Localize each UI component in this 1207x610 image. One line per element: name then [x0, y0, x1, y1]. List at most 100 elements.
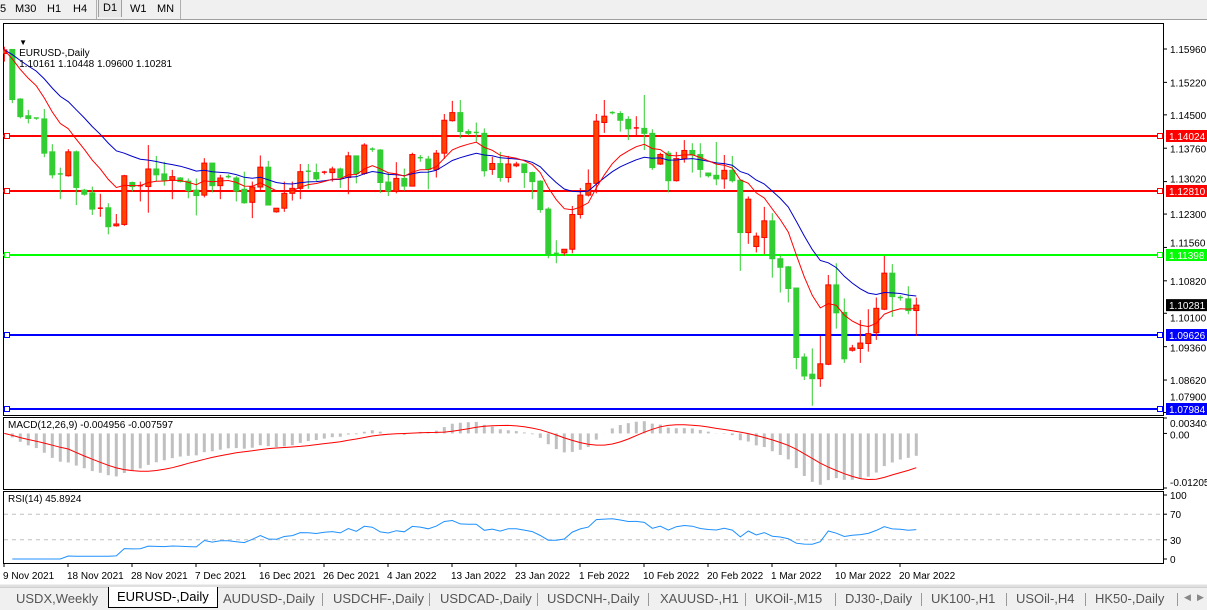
tab-dj30-daily[interactable]: DJ30-,Daily	[845, 591, 912, 606]
candle-body	[642, 128, 647, 133]
candle-body	[666, 153, 671, 181]
tab-scroll-right-icon[interactable]: ▶	[1197, 592, 1204, 603]
date-tick-label: 7 Dec 2021	[195, 571, 247, 582]
tab-xauusd-h1[interactable]: XAUUSD-,H1	[660, 591, 739, 606]
candle-body	[770, 221, 775, 259]
candle-body	[194, 190, 199, 195]
tab-usdx-weekly[interactable]: USDX,Weekly	[16, 591, 98, 606]
tab-eurusd-daily[interactable]: EURUSD-,Daily	[108, 587, 218, 608]
macd-histogram-bar	[371, 430, 374, 433]
candle-body	[466, 132, 471, 134]
bullish-candle	[826, 275, 831, 365]
candle-body	[482, 133, 487, 170]
price-tick-label: 1.07900	[1170, 393, 1207, 404]
date-tick-label: 9 Nov 2021	[3, 571, 55, 582]
price-tick-label: 1.12300	[1170, 210, 1207, 221]
candle-body	[250, 187, 255, 202]
level-price-label: 1.12810	[1169, 187, 1206, 198]
candle-body	[794, 288, 799, 357]
date-tick-label: 26 Dec 2021	[323, 571, 380, 582]
tab-audusd-daily[interactable]: AUDUSD-,Daily	[223, 591, 315, 606]
macd-histogram-bar	[107, 433, 110, 475]
macd-histogram-bar	[739, 433, 742, 440]
candle-body	[202, 163, 207, 195]
candle-body	[786, 267, 791, 289]
rsi-tick-label: 70	[1170, 510, 1182, 521]
candle-body	[858, 343, 863, 348]
macd-histogram-bar	[795, 433, 798, 468]
tab-usdchf-daily[interactable]: USDCHF-,Daily	[333, 591, 424, 606]
candle-body	[402, 178, 407, 186]
bearish-candle	[546, 207, 551, 258]
tab-separator	[429, 593, 430, 606]
tab-ukoil-m15[interactable]: UKOil-,M15	[755, 591, 822, 606]
macd-histogram-bar	[459, 423, 462, 434]
tab-usoil-h4[interactable]: USOil-,H4	[1016, 591, 1075, 606]
candle-body	[426, 159, 431, 169]
tab-usdcad-daily[interactable]: USDCAD-,Daily	[440, 591, 532, 606]
macd-histogram-bar	[115, 433, 118, 476]
candle-body	[338, 169, 343, 178]
macd-histogram-bar	[659, 425, 662, 434]
tab-scroll-left-icon[interactable]: ◀	[1184, 592, 1191, 603]
level-anchor-handle	[1158, 407, 1163, 412]
macd-histogram-bar	[859, 433, 862, 478]
candle-body	[738, 180, 743, 232]
date-tick-label: 13 Jan 2022	[451, 571, 506, 582]
tab-hk50-daily[interactable]: HK50-,Daily	[1095, 591, 1164, 606]
chart-canvas[interactable]: 1.159601.152201.145001.137601.130201.123…	[0, 0, 1207, 587]
candle-body	[578, 195, 583, 214]
candle-body	[26, 116, 31, 119]
candle-body	[866, 334, 871, 344]
candle-body	[842, 312, 847, 358]
tab-usdcnh-daily[interactable]: USDCNH-,Daily	[547, 591, 639, 606]
candle-body	[658, 155, 663, 164]
level-anchor-handle	[5, 134, 10, 139]
candle-body	[650, 133, 655, 167]
macd-histogram-bar	[875, 433, 878, 472]
macd-histogram-bar	[187, 433, 190, 455]
macd-pane-frame	[4, 418, 1164, 490]
macd-histogram-bar	[827, 433, 830, 480]
candle-body	[330, 169, 335, 173]
price-tick-label: 1.10820	[1170, 277, 1207, 288]
bullish-candle	[66, 149, 71, 177]
candle-body	[386, 182, 391, 191]
candle-body	[506, 164, 511, 178]
macd-histogram-bar	[347, 433, 350, 434]
price-tick-label: 1.15220	[1170, 78, 1207, 89]
level-price-label: 1.14024	[1169, 132, 1206, 143]
candle-body	[218, 178, 223, 186]
candle-body	[530, 173, 535, 182]
candle-body	[162, 174, 167, 180]
macd-histogram-bar	[667, 428, 670, 434]
candle-body	[274, 208, 279, 212]
date-tick-label: 23 Jan 2022	[515, 571, 570, 582]
bullish-candle	[274, 208, 279, 213]
macd-histogram-bar	[467, 422, 470, 433]
bearish-candle	[266, 161, 271, 206]
tab-separator	[835, 593, 836, 606]
candle-body	[874, 308, 879, 332]
macd-histogram-bar	[547, 433, 550, 444]
date-tick-label: 10 Mar 2022	[835, 571, 892, 582]
candle-body	[810, 374, 815, 379]
price-tick-label: 1.13020	[1170, 175, 1207, 186]
level-anchor-handle	[5, 189, 10, 194]
macd-histogram-bar	[235, 433, 238, 448]
chart-menu-triangle-icon[interactable]: ▼	[19, 38, 27, 47]
macd-histogram-bar	[515, 431, 518, 433]
candle-body	[114, 224, 119, 226]
tab-uk100-h1[interactable]: UK100-,H1	[931, 591, 995, 606]
ohlc-values: 1.10161 1.10448 1.09600 1.10281	[19, 59, 172, 70]
candle-body	[730, 170, 735, 180]
macd-histogram-bar	[227, 433, 230, 448]
macd-histogram-bar	[611, 428, 614, 433]
macd-histogram-bar	[539, 433, 542, 437]
candle-body	[706, 173, 711, 176]
macd-histogram-bar	[579, 433, 582, 449]
candle-body	[522, 164, 527, 173]
candle-body	[210, 163, 215, 186]
macd-histogram-bar	[379, 432, 382, 434]
